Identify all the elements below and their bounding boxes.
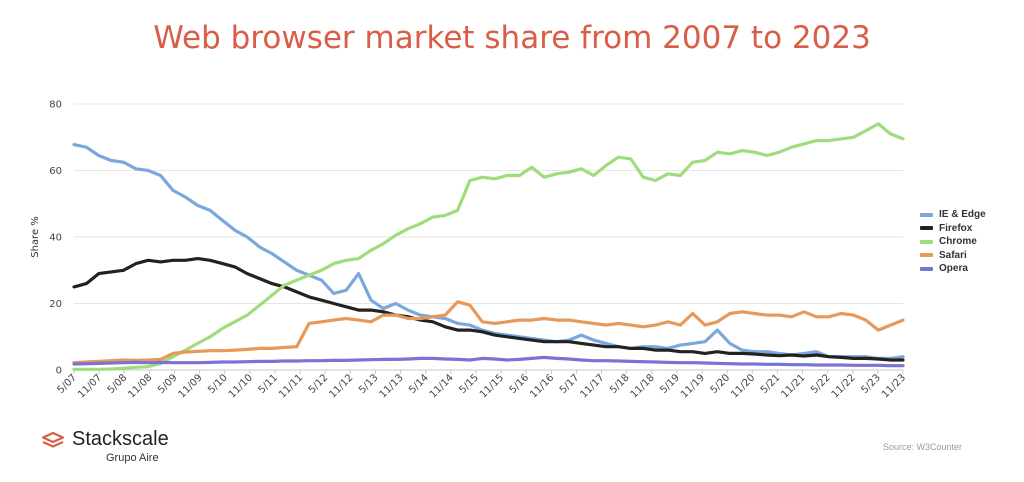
- x-tick-label: 11/16: [528, 372, 556, 400]
- x-tick-label: 11/20: [729, 372, 757, 400]
- x-tick-label: 11/09: [177, 372, 205, 400]
- x-tick-label: 11/14: [428, 372, 456, 400]
- legend-item[interactable]: Chrome: [920, 235, 986, 249]
- legend-label: Chrome: [939, 236, 977, 248]
- brand-logo: Stackscale Grupo Aire: [40, 428, 169, 464]
- legend-label: Opera: [939, 263, 968, 275]
- brand-subtitle: Grupo Aire: [106, 452, 159, 464]
- legend-swatch: [920, 266, 933, 271]
- y-axis-ticks: 0 20 40 60 80: [49, 100, 62, 377]
- x-tick-label: 11/08: [126, 372, 154, 400]
- x-tick-label: 11/23: [880, 372, 908, 400]
- series-lines: [72, 122, 905, 371]
- legend-item[interactable]: Safari: [920, 249, 986, 263]
- x-tick-label: 11/21: [779, 372, 807, 400]
- grid-lines: [74, 103, 903, 371]
- legend-swatch: [920, 226, 933, 231]
- y-axis-label: Share %: [30, 216, 41, 258]
- y-tick-label: 20: [49, 299, 62, 310]
- legend-swatch: [920, 239, 933, 244]
- series-line-chrome: [72, 122, 905, 371]
- x-tick-label: 11/13: [378, 372, 406, 400]
- legend-swatch: [920, 253, 933, 258]
- x-tick-label: 11/07: [76, 372, 104, 400]
- y-tick-label: 40: [49, 233, 62, 244]
- x-tick-label: 11/12: [327, 372, 355, 400]
- series-line-ie-edge: [72, 143, 905, 360]
- x-tick-label: 11/17: [579, 372, 607, 400]
- y-tick-label: 0: [56, 366, 62, 377]
- chart-legend: IE & Edge Firefox Chrome Safari Opera: [920, 208, 986, 276]
- legend-item[interactable]: Opera: [920, 262, 986, 276]
- series-line-firefox: [72, 257, 905, 362]
- legend-label: Safari: [939, 249, 967, 261]
- stackscale-logo-icon: [41, 431, 65, 448]
- brand-name: Stackscale: [72, 428, 169, 450]
- legend-label: Firefox: [939, 222, 973, 234]
- y-tick-label: 60: [49, 166, 62, 177]
- source-note: Source: W3Counter: [882, 442, 962, 452]
- x-tick-label: 11/11: [277, 372, 305, 400]
- legend-item[interactable]: Firefox: [920, 222, 986, 236]
- legend-item[interactable]: IE & Edge: [920, 208, 986, 222]
- series-line-safari: [72, 300, 905, 365]
- chart-title: Web browser market share from 2007 to 20…: [153, 20, 871, 56]
- x-tick-label: 11/18: [629, 372, 657, 400]
- y-tick-label: 80: [49, 100, 62, 111]
- x-tick-label: 11/19: [679, 372, 707, 400]
- series-line-opera: [72, 355, 905, 368]
- x-tick-label: 11/22: [830, 372, 858, 400]
- legend-swatch: [920, 212, 933, 217]
- legend-label: IE & Edge: [939, 209, 986, 221]
- x-tick-label: 11/10: [227, 372, 255, 400]
- x-tick-label: 11/15: [478, 372, 506, 400]
